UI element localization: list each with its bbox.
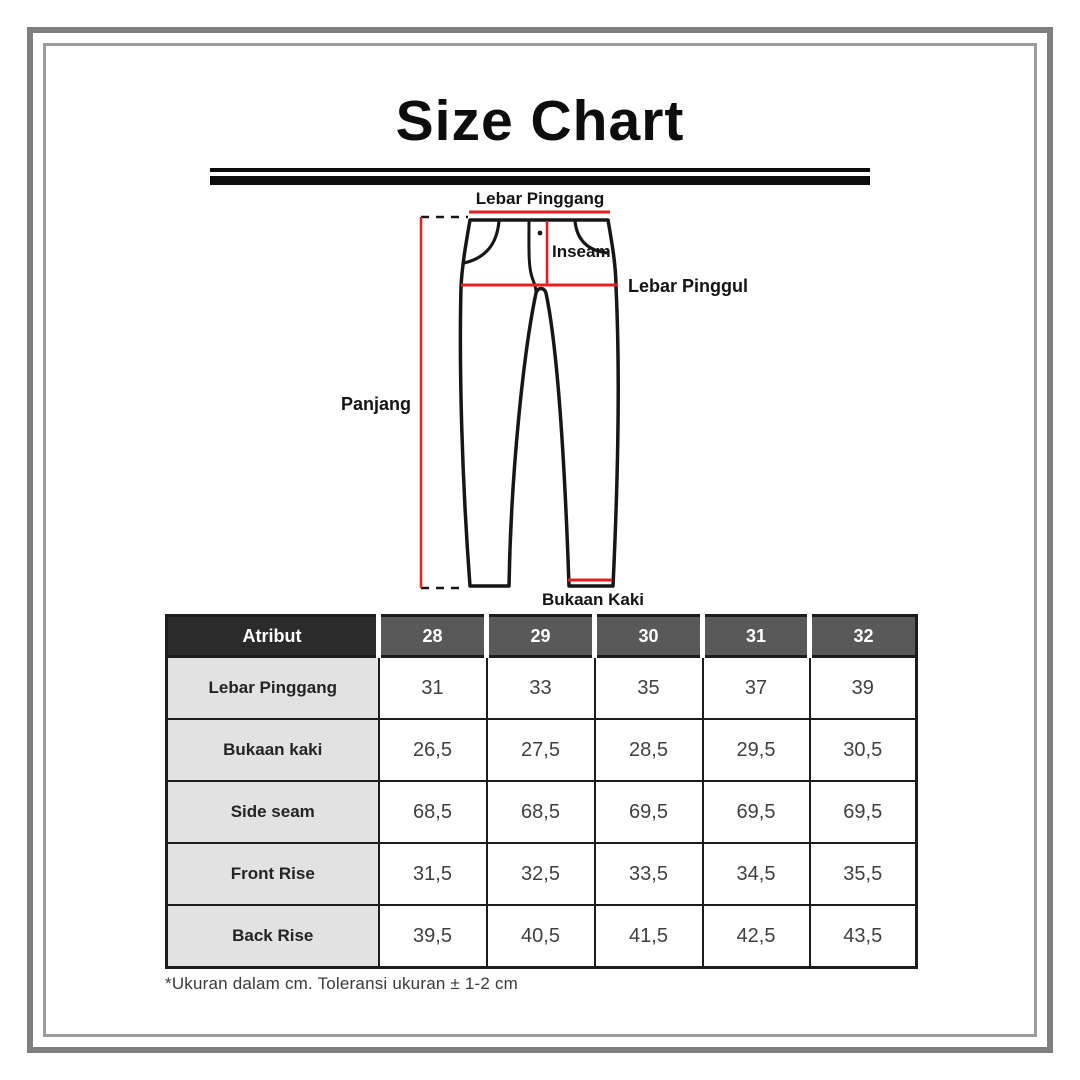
fly-seam-line (527, 219, 538, 293)
value-cell: 42,5 (701, 904, 811, 969)
size-header-cell: 32 (807, 614, 918, 658)
pants-measurement-diagram: Lebar Pinggang Inseam Lebar Pinggul Panj… (341, 189, 748, 609)
size-header-cell: 31 (700, 614, 811, 658)
divider-thick-line (210, 176, 870, 185)
value-cell: 32,5 (485, 842, 596, 906)
value-cell: 30,5 (808, 718, 918, 782)
value-cell: 69,5 (808, 780, 918, 844)
size-table-body: Lebar Pinggang 31 33 35 37 39 Bukaan kaki 26,5 2… (165, 655, 918, 969)
table-row: Side seam 68,5 68,5 69,5 69,5 69,5 (165, 780, 918, 844)
size-header-cell: 28 (376, 614, 488, 658)
attribute-cell: Front Rise (165, 842, 380, 906)
size-header-cell: 30 (592, 614, 704, 658)
attribute-cell: Side seam (165, 780, 380, 844)
divider-thin-line (210, 168, 870, 172)
value-cell: 35 (593, 655, 704, 720)
value-cell: 35,5 (808, 842, 918, 906)
value-cell: 31 (377, 655, 488, 720)
waist-button-dot (537, 230, 543, 236)
attribute-header-cell: Atribut (165, 614, 380, 658)
value-cell: 39 (808, 655, 918, 720)
value-cell: 41,5 (593, 904, 704, 969)
value-cell: 69,5 (701, 780, 811, 844)
right-pocket-curve (573, 220, 609, 255)
title-divider (210, 168, 870, 185)
label-leg-opening: Bukaan Kaki (542, 590, 644, 609)
value-cell: 69,5 (593, 780, 704, 844)
value-cell: 31,5 (377, 842, 488, 906)
table-row: Lebar Pinggang 31 33 35 37 39 (165, 655, 918, 720)
value-cell: 28,5 (593, 718, 704, 782)
attribute-cell: Bukaan kaki (165, 718, 380, 782)
value-cell: 27,5 (485, 718, 596, 782)
label-inseam: Inseam (552, 242, 611, 261)
value-cell: 29,5 (701, 718, 811, 782)
label-hip-width: Lebar Pinggul (628, 276, 748, 296)
value-cell: 68,5 (377, 780, 488, 844)
value-cell: 39,5 (377, 904, 488, 969)
table-row: Back Rise 39,5 40,5 41,5 42,5 43,5 (165, 904, 918, 969)
value-cell: 33,5 (593, 842, 704, 906)
value-cell: 33 (485, 655, 596, 720)
table-row: Bukaan kaki 26,5 27,5 28,5 29,5 30,5 (165, 718, 918, 782)
size-tolerance-note: *Ukuran dalam cm. Toleransi ukuran ± 1-2… (165, 974, 519, 993)
value-cell: 37 (701, 655, 811, 720)
value-cell: 40,5 (485, 904, 596, 969)
value-cell: 26,5 (377, 718, 488, 782)
size-table-header-row: Atribut 28 29 30 31 32 (165, 614, 918, 658)
attribute-cell: Lebar Pinggang (165, 655, 380, 720)
size-table: Atribut 28 29 30 31 32 Lebar Pinggang 31 33 35 37… (165, 614, 918, 969)
page-title: Size Chart (395, 89, 685, 153)
value-cell: 43,5 (808, 904, 918, 969)
attribute-cell: Back Rise (165, 904, 380, 969)
label-waist-width: Lebar Pinggang (476, 189, 604, 208)
size-header-cell: 29 (484, 614, 596, 658)
table-row: Front Rise 31,5 32,5 33,5 34,5 35,5 (165, 842, 918, 906)
value-cell: 34,5 (701, 842, 811, 906)
inner-frame-border (43, 43, 1037, 1037)
label-length: Panjang (341, 394, 411, 414)
value-cell: 68,5 (485, 780, 596, 844)
left-pocket-curve (463, 220, 501, 265)
size-table-section: Atribut 28 29 30 31 32 Lebar Pinggang 31 33 35 37… (165, 614, 918, 994)
pants-outline (458, 218, 620, 588)
outer-frame-border (27, 27, 1053, 1053)
